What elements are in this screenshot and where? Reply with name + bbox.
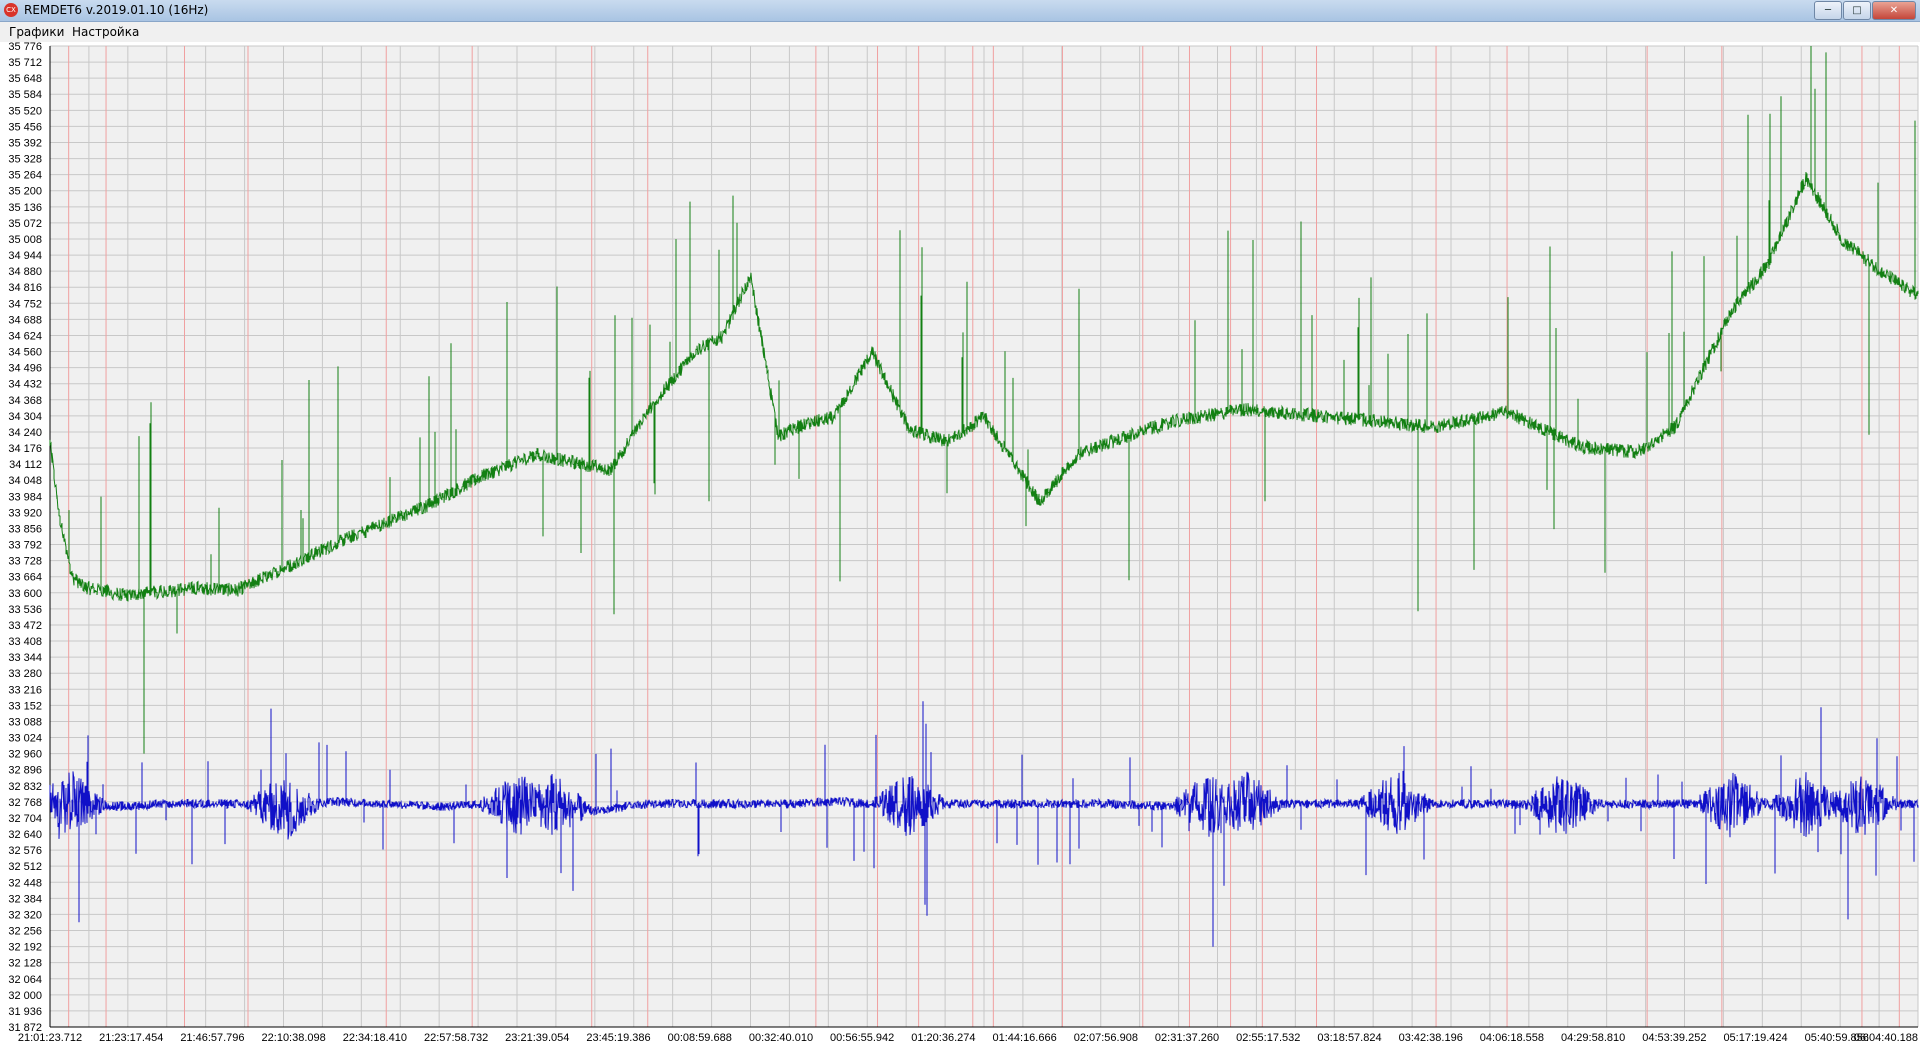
y-tick-label: 32 832 (8, 781, 42, 793)
x-tick-label: 02:31:37.260 (1155, 1032, 1219, 1044)
y-tick-label: 34 944 (8, 250, 42, 262)
x-tick-label: 21:46:57.796 (180, 1032, 244, 1044)
y-tick-label: 32 384 (8, 893, 42, 905)
y-tick-label: 32 000 (8, 990, 42, 1002)
seismogram-chart[interactable]: 35 776 35 712 35 648 35 584 35 520 35 456 35 3… (0, 42, 1920, 1050)
x-tick-label: 04:06:18.558 (1480, 1032, 1544, 1044)
y-tick-label: 34 880 (8, 266, 42, 278)
y-tick-label: 35 584 (8, 89, 42, 101)
x-tick-label: 23:45:19.386 (586, 1032, 650, 1044)
y-tick-label: 32 512 (8, 861, 42, 873)
x-tick-label: 22:10:38.098 (262, 1032, 326, 1044)
series-green-line (49, 46, 1919, 754)
y-tick-label: 35 008 (8, 234, 42, 246)
y-tick-label: 33 280 (8, 668, 42, 680)
y-tick-label: 32 960 (8, 749, 42, 761)
y-tick-label: 32 768 (8, 797, 42, 809)
y-tick-label: 33 536 (8, 604, 42, 616)
y-tick-label: 35 328 (8, 154, 42, 166)
x-tick-label: 23:21:39.054 (505, 1032, 569, 1044)
y-tick-label: 34 048 (8, 475, 42, 487)
x-tick-label: 22:57:58.732 (424, 1032, 488, 1044)
x-tick-label: 05:17:19.424 (1723, 1032, 1787, 1044)
y-tick-label: 35 776 (8, 42, 42, 53)
y-tick-label: 35 392 (8, 137, 42, 149)
y-tick-label: 34 688 (8, 314, 42, 326)
y-tick-label: 34 432 (8, 379, 42, 391)
y-tick-label: 32 448 (8, 877, 42, 889)
x-tick-label: 04:53:39.252 (1642, 1032, 1706, 1044)
y-tick-label: 35 136 (8, 202, 42, 214)
y-tick-label: 32 576 (8, 845, 42, 857)
y-tick-label: 35 072 (8, 218, 42, 230)
y-tick-label: 32 192 (8, 942, 42, 954)
close-button[interactable]: ✕ (1872, 1, 1916, 20)
x-tick-label: 00:32:40.010 (749, 1032, 813, 1044)
y-tick-label: 32 256 (8, 926, 42, 938)
y-tick-label: 34 304 (8, 411, 42, 423)
y-tick-label: 35 520 (8, 105, 42, 117)
y-tick-label: 33 984 (8, 491, 42, 503)
y-tick-label: 34 496 (8, 363, 42, 375)
x-tick-label: 00:56:55.942 (830, 1032, 894, 1044)
x-tick-label: 22:34:18.410 (343, 1032, 407, 1044)
y-tick-label: 33 920 (8, 507, 42, 519)
y-tick-label: 32 320 (8, 909, 42, 921)
y-tick-label: 33 472 (8, 620, 42, 632)
x-tick-label: 02:07:56.908 (1074, 1032, 1138, 1044)
y-tick-label: 33 152 (8, 700, 42, 712)
y-tick-label: 34 240 (8, 427, 42, 439)
minimize-button[interactable]: ─ (1814, 1, 1842, 20)
y-tick-label: 32 640 (8, 829, 42, 841)
x-tick-label: 01:20:36.274 (911, 1032, 975, 1044)
y-tick-label: 34 624 (8, 330, 42, 342)
y-tick-label: 35 648 (8, 73, 42, 85)
y-tick-label: 33 792 (8, 540, 42, 552)
y-tick-label: 31 936 (8, 1006, 42, 1018)
x-tick-label: 21:01:23.712 (18, 1032, 82, 1044)
x-tick-label: 03:18:57.824 (1317, 1032, 1381, 1044)
menu-item-graphs[interactable]: Графики (9, 25, 65, 39)
y-tick-label: 32 896 (8, 765, 42, 777)
y-tick-label: 35 200 (8, 186, 42, 198)
y-tick-label: 34 816 (8, 282, 42, 294)
y-tick-label: 32 704 (8, 813, 42, 825)
y-tick-label: 33 664 (8, 572, 42, 584)
y-tick-label: 31 872 (8, 1022, 42, 1034)
y-tick-label: 33 856 (8, 523, 42, 535)
y-tick-label: 33 088 (8, 716, 42, 728)
app-logo-icon: CX (4, 3, 18, 17)
y-tick-label: 34 176 (8, 443, 42, 455)
window-title: REMDET6 v.2019.01.10 (16Hz) (24, 3, 209, 17)
y-tick-label: 33 216 (8, 684, 42, 696)
y-tick-label: 35 264 (8, 170, 42, 182)
y-tick-label: 33 344 (8, 652, 42, 664)
x-tick-label: 04:29:58.810 (1561, 1032, 1625, 1044)
maximize-button[interactable]: □ (1843, 1, 1871, 20)
y-tick-label: 33 024 (8, 733, 42, 745)
y-tick-label: 33 408 (8, 636, 42, 648)
window-controls: ─ □ ✕ (1814, 1, 1916, 20)
y-tick-label: 34 112 (9, 459, 42, 471)
menu-item-settings[interactable]: Настройка (72, 25, 140, 39)
menu-bar: Графики Настройка (0, 22, 1920, 43)
title-bar: CX REMDET6 v.2019.01.10 (16Hz) ─ □ ✕ (0, 0, 1920, 22)
x-tick-label: 02:55:17.532 (1236, 1032, 1300, 1044)
y-tick-label: 33 600 (8, 588, 42, 600)
y-tick-label: 32 064 (8, 974, 42, 986)
y-tick-label: 32 128 (8, 958, 42, 970)
y-tick-label: 33 728 (8, 556, 42, 568)
y-tick-label: 35 712 (8, 57, 42, 69)
x-tick-label: 01:44:16.666 (992, 1032, 1056, 1044)
series-blue-line (49, 701, 1919, 947)
y-tick-label: 35 456 (8, 121, 42, 133)
x-tick-label: 00:08:59.688 (668, 1032, 732, 1044)
y-tick-label: 34 752 (8, 298, 42, 310)
y-tick-label: 34 368 (8, 395, 42, 407)
x-tick-label: 03:42:38.196 (1399, 1032, 1463, 1044)
y-tick-label: 34 560 (8, 347, 42, 359)
x-tick-label: 21:23:17.454 (99, 1032, 163, 1044)
x-tick-label: 06:04:40.188 (1854, 1032, 1918, 1044)
x-tick-label: 05:40:59.856 (1805, 1032, 1869, 1044)
